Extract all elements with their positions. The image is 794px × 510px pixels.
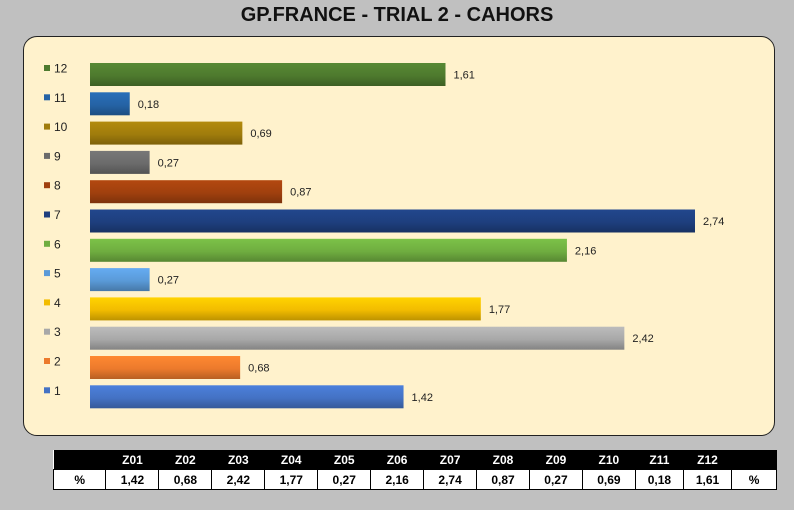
bar-3 [90, 326, 625, 350]
legend-label-3: 3 [54, 325, 61, 339]
legend-marker-8 [44, 182, 50, 189]
chart-title: GP.FRANCE - TRIAL 2 - CAHORS [240, 4, 554, 26]
table-header-z01: Z01 [105, 450, 159, 470]
legend-marker-12 [44, 65, 50, 71]
table-header-z07: Z07 [423, 450, 477, 470]
table-cell: % [52, 469, 107, 490]
table-header-blank [731, 450, 777, 470]
table-cell: 0,27 [317, 469, 372, 490]
table-header-z05: Z05 [317, 450, 371, 470]
table-cell: 0,18 [634, 469, 684, 490]
table-header-z11: Z11 [635, 450, 684, 470]
table-cell: 2,16 [370, 469, 425, 490]
legend-marker-9 [44, 152, 50, 159]
data-label-12: 1,61 [453, 70, 474, 82]
bar-4 [90, 297, 481, 321]
legend-label-10: 10 [54, 120, 68, 134]
legend-marker-1 [44, 387, 50, 394]
table-header-z04: Z04 [264, 450, 318, 470]
bar-9 [90, 150, 150, 174]
legend-label-12: 12 [54, 62, 68, 76]
bar-2 [90, 356, 241, 379]
data-label-5: 0,27 [158, 275, 179, 287]
legend-marker-11 [44, 94, 50, 101]
table-values-row: % 1,42 0,68 2,42 1,77 0,27 2,16 2,74 0,87 0,27 0,6… [52, 469, 777, 490]
table-cell: % [731, 469, 777, 490]
legend-marker-3 [44, 328, 50, 335]
bar-1 [90, 385, 404, 409]
bar-7 [90, 209, 695, 233]
table-cell: 1,42 [105, 469, 160, 490]
legend-label-2: 2 [54, 355, 61, 369]
legend-marker-2 [44, 358, 50, 364]
bar-5 [90, 268, 150, 292]
table-header-blank [53, 450, 106, 470]
data-label-6: 2,16 [575, 245, 596, 257]
table-header-z08: Z08 [476, 450, 530, 470]
bar-6 [90, 238, 567, 262]
table-cell: 0,68 [158, 469, 213, 490]
table-cell: 0,87 [476, 469, 530, 490]
legend-marker-5 [44, 270, 50, 277]
data-label-2: 0,68 [248, 363, 269, 375]
legend-label-11: 11 [54, 91, 67, 105]
data-label-9: 0,27 [158, 157, 179, 169]
legend-label-7: 7 [54, 208, 61, 222]
table-cell: 2,42 [211, 469, 266, 490]
legend-label-9: 9 [54, 149, 61, 163]
table-cell: 0,27 [528, 469, 583, 490]
bar-12 [90, 63, 446, 86]
data-label-3: 2,42 [632, 333, 653, 345]
legend-label-6: 6 [54, 237, 61, 251]
legend-marker-6 [44, 240, 50, 247]
table-cell: 1,77 [264, 469, 319, 490]
legend-label-4: 4 [54, 296, 61, 310]
table-header-z09: Z09 [529, 450, 583, 470]
data-label-1: 1,42 [412, 392, 433, 404]
legend-marker-10 [44, 123, 50, 130]
table-header-z02: Z02 [158, 450, 212, 470]
table-header-z03: Z03 [211, 450, 265, 470]
bar-8 [90, 180, 283, 204]
table-header-z10: Z10 [582, 450, 636, 470]
legend-label-8: 8 [54, 179, 61, 193]
table-cell: 0,69 [581, 469, 636, 490]
legend-label-1: 1 [54, 384, 61, 398]
legend-marker-4 [44, 299, 50, 306]
bar-10 [90, 121, 243, 145]
table-header-z06: Z06 [370, 450, 424, 470]
data-label-11: 0,18 [138, 99, 159, 111]
table-cell: 2,74 [423, 469, 478, 490]
bar-11 [90, 92, 130, 116]
table-cell: 1,61 [682, 469, 733, 490]
data-label-10: 0,69 [250, 128, 271, 140]
table-header-z12: Z12 [683, 450, 732, 470]
data-table: Z01 Z02 Z03 Z04 Z05 Z06 Z07 Z08 Z09 Z10 Z11 Z12 % 1,… [52, 450, 777, 490]
legend-label-5: 5 [54, 267, 61, 281]
data-label-7: 2,74 [703, 216, 724, 228]
table-header-row: Z01 Z02 Z03 Z04 Z05 Z06 Z07 Z08 Z09 Z10 Z11 Z12 [53, 450, 777, 470]
data-label-4: 1,77 [489, 304, 510, 316]
data-label-8: 0,87 [290, 187, 311, 199]
legend-marker-7 [44, 211, 50, 218]
chart-panel: 12 1,61 11 0,18 10 0,69 9 0,27 8 0,87 7 2,74 6 2,16 5 0… [23, 36, 775, 436]
